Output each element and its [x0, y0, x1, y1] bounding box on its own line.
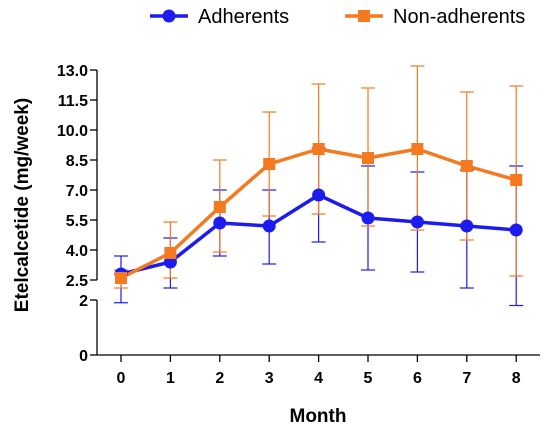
x-tick-label: 7	[462, 370, 471, 387]
x-tick-label: 4	[314, 370, 323, 387]
legend-swatch-marker	[358, 10, 370, 22]
x-tick-label: 3	[265, 370, 274, 387]
legend-item-non-adherents: Non-adherents	[345, 6, 525, 28]
x-tick-label: 2	[215, 370, 224, 387]
legend-swatch-marker	[162, 9, 176, 23]
non-adherents-point	[263, 158, 276, 170]
y-tick-label: 5.5	[66, 213, 88, 230]
y-tick-label: 0	[79, 348, 88, 365]
y-tick-label: 2.5	[66, 273, 88, 290]
y-axis-title: Etelcalcetide (mg/week)	[12, 98, 33, 312]
x-tick-label: 0	[117, 370, 126, 387]
non-adherents-point	[460, 160, 473, 172]
adherents-point	[213, 216, 227, 230]
legend: Adherents Non-adherents	[150, 6, 525, 28]
non-adherents-point	[411, 143, 424, 155]
y-tick-label: 10.0	[57, 123, 88, 140]
non-adherents-point	[510, 174, 523, 186]
y-tick-label: 11.5	[58, 93, 88, 110]
x-axis-title: Month	[290, 406, 347, 427]
adherents-point	[410, 215, 424, 229]
adherents-point	[361, 211, 375, 225]
error-bars	[114, 65, 524, 307]
x-tick-label: 6	[413, 370, 422, 387]
legend-item-adherents: Adherents	[150, 6, 289, 28]
adherents-point	[460, 219, 474, 233]
non-adherents-point	[115, 272, 127, 284]
adherents-point	[262, 219, 276, 233]
adherents-point	[509, 223, 523, 237]
x-tick-label: 1	[166, 370, 175, 387]
x-tick-label: 5	[364, 370, 373, 387]
legend-label: Non-adherents	[393, 6, 525, 28]
y-tick-label: 13.0	[57, 63, 88, 80]
x-tick-label: 8	[512, 370, 521, 387]
series-markers	[114, 143, 523, 284]
adherents-point	[312, 188, 326, 202]
non-adherents-point	[213, 201, 226, 213]
non-adherents-point	[164, 247, 177, 259]
non-adherents-point	[312, 143, 325, 155]
y-tick-label: 4.0	[66, 243, 88, 260]
y-tick-label: 7.0	[66, 183, 88, 200]
y-tick-label: 2	[79, 293, 88, 310]
non-adherents-point	[362, 152, 374, 164]
y-tick-label: 8.5	[66, 153, 88, 170]
axes: 2.5 4.0 5.5 7.0 8.5 10.0 11.5 13.0 0 2 0 1 2 3 4 5 6 7 8	[57, 63, 540, 387]
legend-label: Adherents	[198, 6, 289, 28]
